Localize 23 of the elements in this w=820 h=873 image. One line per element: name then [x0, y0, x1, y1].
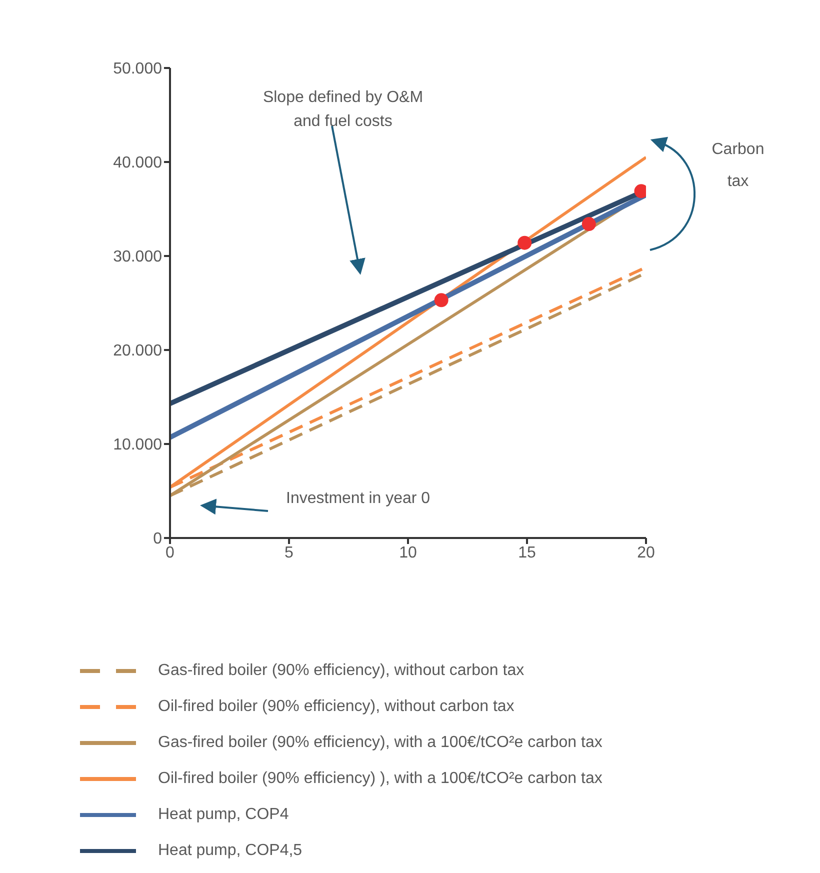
y-tick-label: 0 — [153, 530, 162, 548]
legend-label: Oil-fired boiler (90% efficiency) ), with a 100€/tCO²e carbon tax — [158, 770, 602, 788]
y-tick-label: 30.000 — [113, 248, 162, 266]
y-tick-label: 50.000 — [113, 60, 162, 78]
annotation: Investment in year 0 — [286, 490, 430, 508]
y-tick-label: 20.000 — [113, 342, 162, 360]
x-tick-label: 10 — [399, 544, 417, 562]
point — [518, 236, 532, 250]
x-tick-label: 15 — [518, 544, 536, 562]
text: Carbon tax — [710, 140, 766, 192]
point — [582, 217, 596, 232]
annotation: Slope defined by O&M and fuel costs — [262, 88, 424, 132]
x-tick-label: 5 — [284, 544, 294, 562]
x-tick-label: 20 — [637, 544, 655, 562]
legend-label: Heat pump, COP4,5 — [158, 842, 302, 860]
legend-label: Gas-fired boiler (90% efficiency), without carbon tax — [158, 662, 524, 680]
legend-label: Oil-fired boiler (90% efficiency), without carbon tax — [158, 698, 514, 716]
point — [434, 293, 448, 308]
y-tick-label: 10.000 — [113, 436, 162, 454]
legend-label: Heat pump, COP4 — [158, 806, 289, 824]
legend-label: Gas-fired boiler (90% efficiency), with a 100€/tCO²e carbon tax — [158, 734, 602, 752]
y-tick-label: 40.000 — [113, 154, 162, 172]
x-tick-label: 0 — [166, 544, 175, 562]
